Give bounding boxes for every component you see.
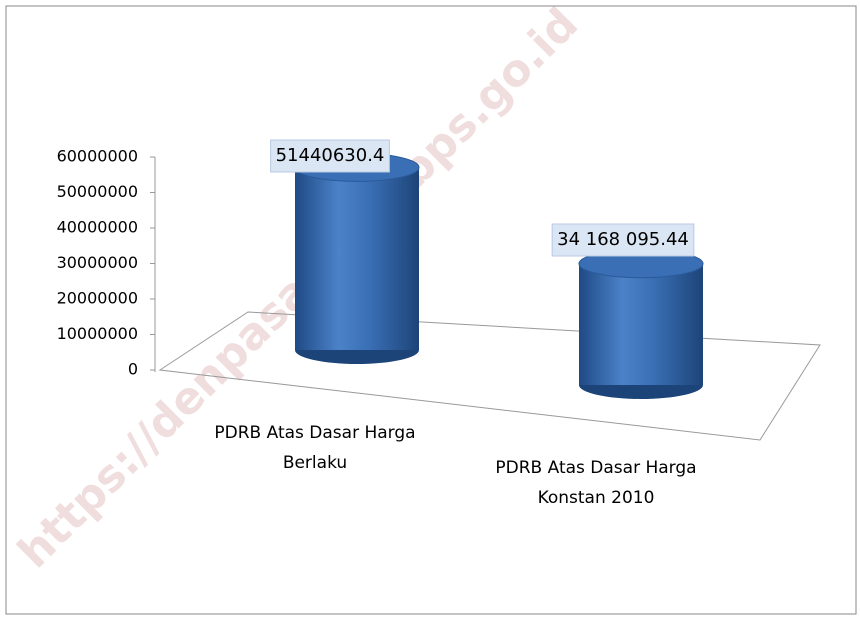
y-tick-label: 40000000 xyxy=(57,218,138,237)
y-tick-label: 10000000 xyxy=(57,324,138,343)
bar xyxy=(579,263,703,385)
x-tick-label: PDRB Atas Dasar Harga Berlaku xyxy=(214,423,416,473)
y-tick-label: 0 xyxy=(128,360,138,379)
value-label-box xyxy=(270,139,390,173)
y-tick-label: 20000000 xyxy=(57,289,138,308)
value-label-box xyxy=(551,223,695,257)
value-label: 34 168 095.44 xyxy=(557,229,689,250)
x-tick-label: PDRB Atas Dasar Harga Konstan 2010 xyxy=(495,458,697,508)
y-tick-label: 50000000 xyxy=(57,182,138,201)
y-tick-label: 30000000 xyxy=(57,253,138,272)
value-label: 51440630.4 xyxy=(276,145,385,166)
floor xyxy=(158,311,821,441)
y-tick-label: 60000000 xyxy=(57,147,138,166)
frame xyxy=(5,5,857,615)
bar xyxy=(295,167,419,350)
